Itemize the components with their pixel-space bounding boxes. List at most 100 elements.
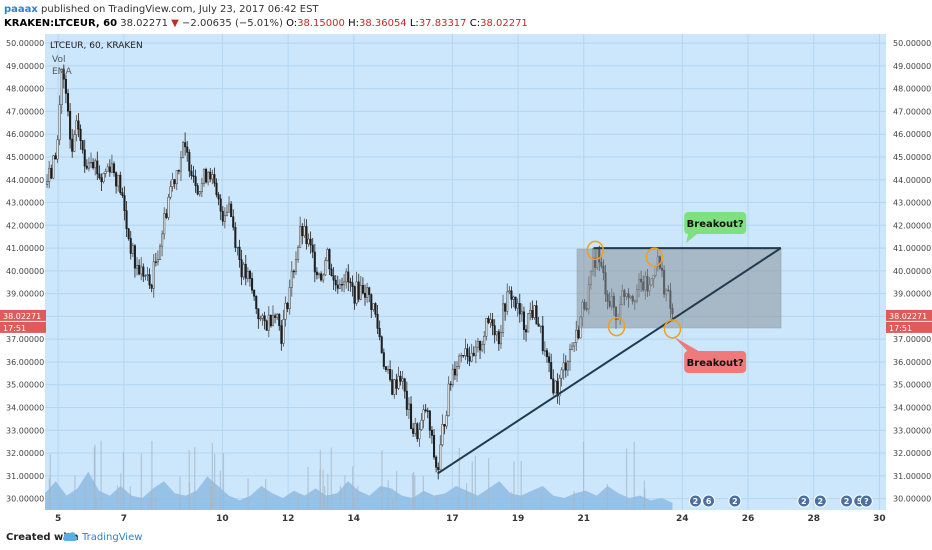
legend-volume[interactable]: Vol [52, 55, 65, 65]
candle-body [382, 352, 385, 367]
candle-body [144, 275, 147, 277]
candle-body [232, 216, 235, 228]
candle-body [259, 317, 262, 320]
current-price-box [0, 309, 46, 321]
candle-body [315, 271, 318, 276]
candle-body [409, 403, 413, 430]
y-tick-label-right: 42.00000 [893, 221, 931, 230]
candle-body [207, 171, 210, 183]
candle-body [468, 356, 471, 362]
y-tick-label-left: 34.00000 [6, 404, 44, 413]
legend-ema[interactable]: EMA [52, 67, 72, 77]
candle-body [330, 268, 333, 276]
candle-body [512, 296, 515, 300]
candle-body [493, 325, 496, 336]
event-marker-icon [797, 494, 811, 508]
event-marker-icon [813, 494, 827, 508]
candle-body [228, 203, 231, 213]
candle-body [522, 311, 525, 330]
candle-body [294, 259, 298, 272]
y-tick-label-right: 48.00000 [893, 85, 931, 94]
candle-body [357, 281, 360, 300]
candle-body [393, 379, 396, 395]
candle-body [349, 281, 352, 284]
candle-body [531, 310, 534, 318]
candle-body [353, 286, 356, 304]
y-tick-label-right: 50.00000 [893, 39, 931, 48]
candle-body [338, 284, 341, 289]
candle-body [384, 366, 387, 370]
y-tick-label-right: 35.00000 [893, 381, 931, 390]
candle-body [133, 245, 136, 269]
author-link[interactable]: paaax [4, 4, 38, 15]
candle-body [299, 226, 302, 248]
candle-body [280, 325, 283, 344]
candle-body [487, 317, 490, 323]
candle-body [359, 285, 362, 300]
y-tick-label-right: 46.00000 [893, 130, 931, 139]
y-tick-label-right: 44.00000 [893, 176, 931, 185]
legend-symbol[interactable]: LTCEUR, 60, KRAKEN [50, 41, 143, 51]
candle-body [470, 352, 473, 362]
candle-body [575, 329, 578, 343]
candle-body [71, 138, 74, 152]
candle-body [257, 308, 260, 320]
time-left-box [886, 321, 932, 333]
candle-body [460, 354, 463, 357]
candle-body [309, 238, 312, 246]
candle-body [497, 331, 500, 345]
event-marker-count: 6 [706, 497, 712, 506]
candle-body [150, 284, 153, 289]
candle-body [219, 198, 222, 212]
change-arrow: ▼ [171, 18, 179, 29]
y-tick-label-left: 50.00000 [6, 39, 44, 48]
candle-body [184, 142, 187, 148]
current-price-label: 38.02271 [3, 312, 41, 321]
current-price-label: 38.02271 [889, 312, 927, 321]
candle-body [202, 168, 205, 184]
event-marker-icon [728, 494, 742, 508]
x-tick-label: 21 [578, 514, 591, 524]
low-label: L: [409, 18, 419, 29]
candle-body [200, 182, 203, 192]
candle-body [244, 263, 247, 279]
circle-marker [586, 240, 605, 261]
candle-body [539, 325, 542, 328]
candle-body [386, 369, 390, 371]
candle-body [474, 346, 477, 357]
time-left-label: 17:51 [3, 324, 26, 333]
candle-body [182, 142, 185, 159]
candle-body [236, 246, 239, 249]
support-trend-line [437, 247, 782, 475]
candle-body [213, 174, 216, 184]
candle-body [56, 139, 59, 160]
candle-body [115, 172, 118, 187]
candle-body [240, 259, 243, 278]
candle-body [407, 403, 410, 410]
candle-body [571, 345, 574, 350]
candle-body [286, 302, 289, 310]
candle-body [514, 296, 517, 309]
x-tick-label: 24 [676, 514, 689, 524]
candle-body [138, 264, 141, 275]
event-marker-count: 2 [801, 497, 807, 506]
price-chart[interactable]: Breakout? Breakout? 30.00000 31.00000 32.00… [0, 34, 932, 524]
y-tick-label-left: 41.00000 [6, 244, 44, 253]
high-label: H: [348, 18, 359, 29]
candle-body [123, 195, 126, 212]
event-marker-count: ? [864, 497, 869, 506]
tradingview-brand[interactable]: TradingView [82, 532, 143, 543]
candle-body [119, 174, 122, 193]
time-left-box [0, 321, 46, 333]
candle-body [537, 323, 540, 327]
y-tick-label-left: 40.00000 [6, 267, 44, 276]
candle-body [317, 273, 321, 276]
chart-area[interactable]: Breakout? Breakout? 30.00000 31.00000 32.00… [0, 34, 932, 524]
candle-body [313, 251, 316, 273]
candle-body [125, 210, 128, 230]
candle-body [464, 348, 467, 356]
candle-body [248, 271, 252, 279]
candle-body [520, 311, 523, 315]
x-tick-label: 7 [121, 514, 127, 524]
candle-body [46, 181, 49, 185]
